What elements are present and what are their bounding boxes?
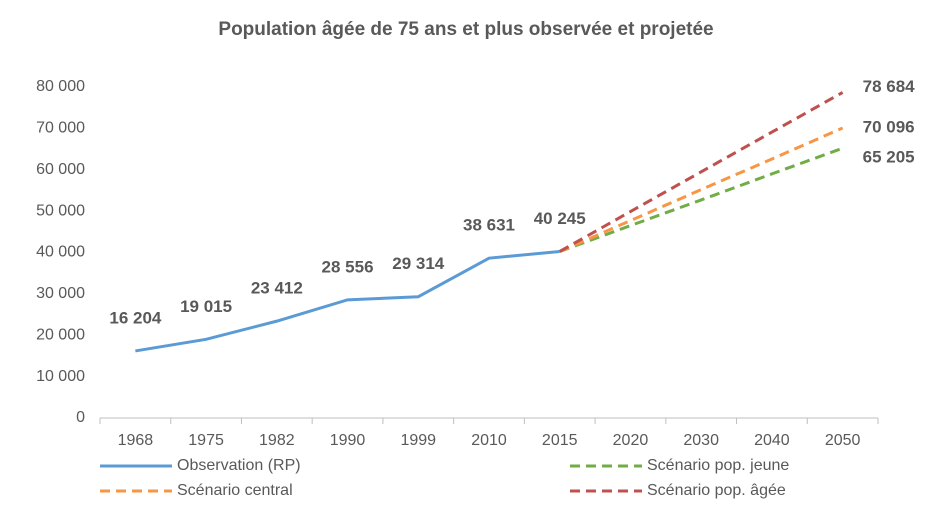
legend-label: Scénario pop. jeune (647, 457, 789, 474)
series-line (559, 146, 844, 253)
x-tick-label: 2030 (683, 432, 719, 449)
x-tick-label: 2050 (825, 432, 861, 449)
y-tick-label: 60 000 (36, 161, 85, 178)
y-tick-label: 40 000 (36, 244, 85, 261)
series-line (558, 91, 844, 253)
x-tick-label: 1975 (188, 432, 224, 449)
data-label: 23 412 (251, 279, 303, 298)
data-label: 19 015 (180, 297, 232, 316)
data-label: 38 631 (463, 216, 515, 235)
y-tick-label: 50 000 (36, 202, 85, 219)
y-tick-label: 0 (76, 409, 85, 426)
x-tick-label: 1982 (259, 432, 295, 449)
y-tick-label: 20 000 (36, 326, 85, 343)
x-tick-label: 1999 (400, 432, 436, 449)
y-tick-label: 30 000 (36, 285, 85, 302)
legend-label: Scénario pop. âgée (647, 482, 786, 499)
data-label: 29 314 (392, 254, 445, 273)
y-tick-label: 80 000 (36, 78, 85, 95)
y-tick-label: 70 000 (36, 120, 85, 137)
x-tick-label: 2015 (542, 432, 578, 449)
data-label: 70 096 (863, 117, 915, 136)
data-label: 28 556 (322, 257, 374, 276)
legend-label: Observation (RP) (177, 457, 301, 474)
series-line (559, 126, 844, 253)
data-label: 40 245 (534, 209, 586, 228)
legend-label: Scénario central (177, 482, 293, 499)
chart-title: Population âgée de 75 ans et plus observ… (218, 19, 713, 40)
data-label: 16 204 (109, 308, 162, 327)
y-tick-label: 10 000 (36, 368, 85, 385)
x-tick-label: 2040 (754, 432, 790, 449)
x-tick-label: 2010 (471, 432, 507, 449)
x-tick-label: 1968 (118, 432, 154, 449)
x-tick-label: 2020 (613, 432, 649, 449)
x-tick-label: 1990 (330, 432, 366, 449)
data-label: 78 684 (863, 77, 916, 96)
data-label: 65 205 (863, 148, 915, 167)
series-line (135, 249, 560, 353)
